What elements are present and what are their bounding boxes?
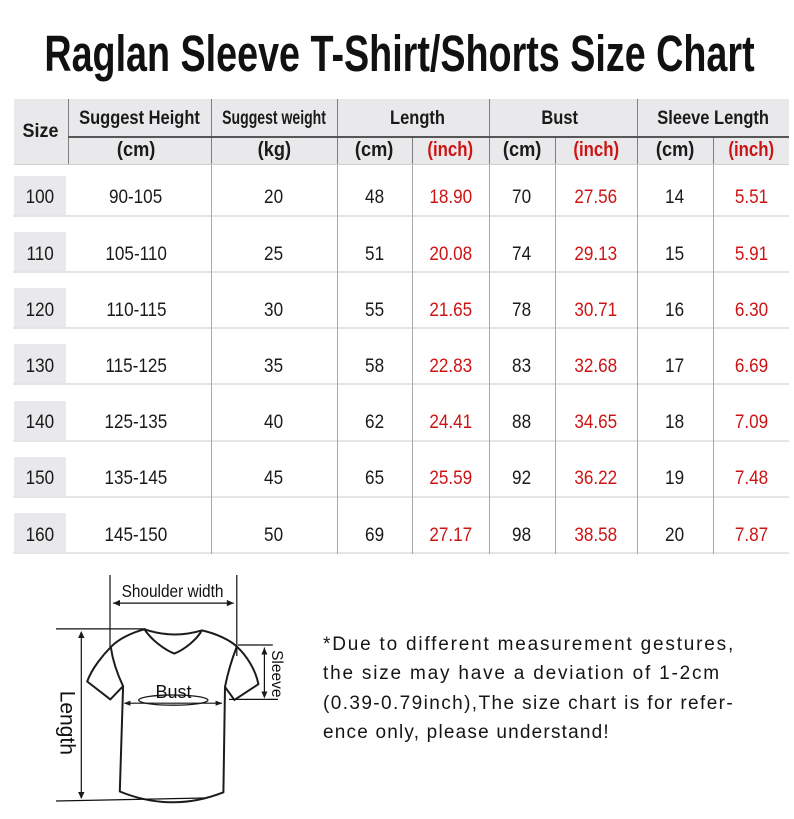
svg-text:Shoulder width: Shoulder width	[122, 582, 224, 601]
svg-text:Length: Length	[55, 691, 78, 755]
svg-text:Bust: Bust	[155, 682, 191, 702]
svg-text:Sleeve: Sleeve	[268, 650, 285, 697]
